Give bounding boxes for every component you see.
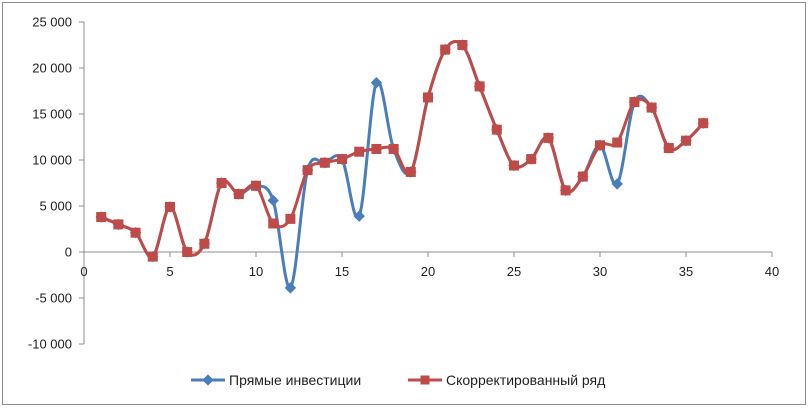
- y-tick-label: -5 000: [35, 291, 72, 306]
- x-tick-labels: 0 5 10 15 20 25 30 35 40: [80, 264, 779, 279]
- x-tick-label: 15: [335, 264, 349, 279]
- legend-swatch-square-icon: [420, 375, 430, 385]
- data-point[interactable]: [474, 81, 485, 92]
- data-point[interactable]: [251, 180, 261, 191]
- data-point[interactable]: [113, 219, 124, 230]
- data-point[interactable]: [371, 143, 382, 154]
- x-tick-label: 35: [679, 264, 693, 279]
- data-point[interactable]: [216, 178, 227, 188]
- y-tick-label: 5 000: [39, 199, 72, 214]
- chart-frame: [2, 2, 806, 405]
- legend-label: Прямые инвестиции: [229, 372, 361, 388]
- data-point[interactable]: [96, 212, 107, 223]
- x-tick-label: 10: [249, 264, 263, 279]
- x-tick-label: 5: [166, 264, 173, 279]
- legend-item-series-2[interactable]: Скорректированный ряд: [408, 372, 605, 388]
- x-tick-label: 20: [421, 264, 435, 279]
- data-point[interactable]: [646, 102, 657, 113]
- data-point[interactable]: [509, 160, 519, 171]
- data-point[interactable]: [405, 166, 416, 177]
- series-line: [100, 39, 705, 259]
- data-point[interactable]: [147, 251, 158, 262]
- data-point[interactable]: [388, 143, 399, 154]
- data-point[interactable]: [165, 201, 175, 212]
- data-point[interactable]: [423, 92, 433, 103]
- data-point[interactable]: [268, 218, 279, 229]
- data-point[interactable]: [457, 40, 468, 50]
- legend: Прямые инвестиции Скорректированный ряд: [191, 372, 605, 388]
- data-point[interactable]: [353, 210, 365, 222]
- x-tick-label: 25: [507, 264, 521, 279]
- data-point[interactable]: [698, 118, 709, 129]
- x-tick-label: 30: [593, 264, 607, 279]
- y-tick-label: 15 000: [32, 107, 72, 122]
- y-tick-label: -10 000: [28, 337, 72, 352]
- legend-swatch-diamond-icon: [202, 374, 214, 386]
- data-point[interactable]: [577, 171, 588, 182]
- series-layer: [95, 39, 709, 294]
- data-point[interactable]: [130, 227, 141, 238]
- series-2: [96, 39, 709, 262]
- data-point[interactable]: [233, 189, 244, 200]
- data-point[interactable]: [629, 97, 640, 108]
- data-point[interactable]: [319, 157, 330, 168]
- data-point[interactable]: [199, 238, 210, 249]
- data-point[interactable]: [595, 140, 605, 151]
- data-point[interactable]: [354, 146, 365, 157]
- axes: [79, 21, 773, 345]
- y-tick-label: 25 000: [32, 15, 72, 30]
- data-point[interactable]: [491, 124, 502, 135]
- data-point[interactable]: [681, 135, 691, 146]
- data-point[interactable]: [526, 154, 537, 165]
- x-tick-label: 40: [765, 264, 779, 279]
- data-point[interactable]: [440, 44, 451, 55]
- data-point[interactable]: [284, 282, 297, 294]
- data-point[interactable]: [285, 213, 296, 224]
- data-point[interactable]: [612, 137, 623, 148]
- data-point[interactable]: [302, 165, 313, 176]
- data-point[interactable]: [611, 178, 623, 190]
- y-tick-label: 0: [65, 245, 72, 260]
- y-tick-labels: -10 000 -5 000 0 5 000 10 000 15 000 20 000 25 …: [28, 15, 72, 352]
- data-point[interactable]: [267, 194, 279, 207]
- y-tick-label: 20 000: [32, 61, 72, 76]
- x-tick-label: 0: [80, 264, 87, 279]
- data-point[interactable]: [370, 77, 383, 89]
- data-point[interactable]: [663, 143, 674, 154]
- data-point[interactable]: [543, 132, 554, 143]
- legend-label: Скорректированный ряд: [446, 372, 605, 388]
- legend-item-series-1[interactable]: Прямые инвестиции: [191, 372, 361, 388]
- data-point[interactable]: [182, 247, 193, 257]
- data-point[interactable]: [337, 154, 347, 165]
- y-tick-label: 10 000: [32, 153, 72, 168]
- data-point[interactable]: [560, 185, 571, 196]
